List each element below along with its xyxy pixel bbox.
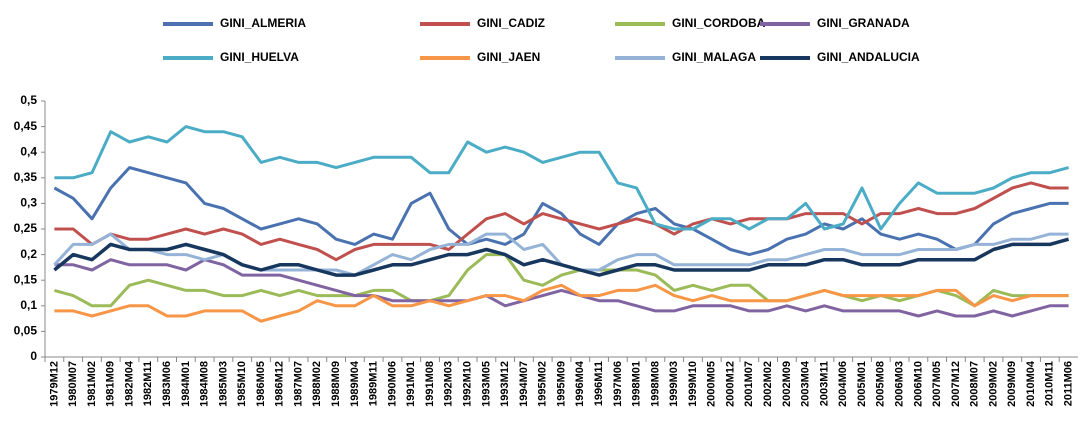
x-tick-label: 1994M07 (518, 361, 530, 407)
legend-label: GINI_ALMERIA (220, 16, 306, 30)
series-line (54, 125, 1069, 231)
x-tick-label: 2009M02 (987, 361, 999, 407)
x-tick-label: 1979M12 (48, 361, 60, 407)
x-tick-label: 1993M12 (499, 361, 511, 407)
x-tick-label: 2007M05 (931, 361, 943, 407)
x-tick-label: 2005M01 (856, 361, 868, 407)
legend-label: GINI_GRANADA (817, 16, 910, 30)
x-tick-label: 2003M04 (800, 360, 812, 407)
legend-label: GINI_ANDALUCIA (817, 50, 920, 64)
x-tick-label: 2006M03 (893, 361, 905, 407)
x-tick-label: 2008M07 (969, 361, 981, 407)
x-tick-label: 1995M02 (537, 361, 549, 407)
x-tick-label: 1989M04 (349, 360, 361, 407)
series-line (54, 181, 1069, 262)
x-tick-label: 2009M09 (1006, 361, 1018, 407)
x-tick-label: 1988M02 (311, 361, 323, 407)
x-tick-label: 2002M09 (781, 361, 793, 407)
x-tick-label: 2000M12 (724, 361, 736, 407)
x-tick-label: 1992M03 (443, 361, 455, 407)
y-tick-label: 0,05 (14, 324, 38, 338)
x-tick-label: 1995M09 (555, 361, 567, 407)
x-tick-label: 1991M08 (424, 361, 436, 407)
series-line (53, 232, 1069, 277)
series-line (53, 166, 1069, 257)
x-tick-label: 1986M12 (274, 361, 286, 407)
x-tick-label: 1996M04 (574, 360, 586, 407)
x-tick-label: 1997M06 (612, 361, 624, 407)
x-tick-label: 1988M09 (330, 361, 342, 407)
x-tick-label: 1982M04 (123, 360, 135, 407)
x-tick-label: 2004M06 (837, 361, 849, 407)
x-tick-label: 2002M02 (762, 361, 774, 407)
x-tick-label: 1991M01 (405, 361, 417, 407)
x-tick-label: 2000M05 (706, 361, 718, 407)
x-tick-label: 2001M07 (743, 361, 755, 407)
x-tick-label: 1999M03 (668, 361, 680, 407)
legend-label: GINI_HUELVA (220, 50, 299, 64)
x-tick-label: 2003M11 (818, 361, 830, 406)
y-tick-label: 0,3 (20, 196, 37, 210)
x-tick-label: 1989M11 (368, 361, 380, 406)
x-tick-label: 1993M05 (480, 361, 492, 407)
x-tick-label: 2010M04 (1025, 360, 1037, 407)
x-tick-label: 2005M08 (875, 361, 887, 407)
y-tick-label: 0,35 (14, 170, 38, 184)
y-tick-label: 0,2 (20, 247, 37, 261)
y-tick-label: 0,45 (14, 119, 38, 133)
x-tick-label: 1998M01 (631, 361, 643, 407)
x-tick-label: 1992M10 (461, 361, 473, 407)
series-line (54, 283, 1069, 323)
x-tick-label: 1984M01 (180, 361, 192, 407)
legend-label: GINI_MALAGA (672, 50, 756, 64)
y-tick-label: 0 (30, 349, 37, 363)
x-tick-label: 1981M09 (105, 361, 117, 407)
x-tick-label: 1985M10 (236, 361, 248, 407)
x-tick-label: 1998M08 (649, 361, 661, 407)
series-line (54, 253, 1069, 308)
x-tick-label: 1983M06 (161, 361, 173, 407)
x-tick-label: 1980M07 (67, 361, 79, 407)
y-tick-label: 0,1 (20, 298, 37, 312)
legend-label: GINI_CADIZ (477, 16, 545, 30)
x-tick-label: 1984M08 (199, 361, 211, 407)
legend-label: GINI_JAEN (477, 50, 540, 64)
x-tick-label: 1981M02 (86, 361, 98, 407)
series-line (53, 237, 1070, 277)
x-tick-label: 1996M11 (593, 361, 605, 406)
y-tick-label: 0,5 (20, 93, 37, 107)
x-tick-label: 2006M10 (912, 361, 924, 407)
x-tick-label: 1986M05 (255, 361, 267, 407)
y-tick-label: 0,4 (20, 144, 37, 158)
x-tick-label: 2010M11 (1044, 361, 1056, 406)
x-tick-label: 1985M03 (217, 361, 229, 407)
y-tick-label: 0,15 (14, 272, 38, 286)
x-tick-label: 1999M10 (687, 361, 699, 407)
x-tick-label: 1990M06 (386, 361, 398, 407)
series-line (54, 258, 1069, 318)
x-tick-label: 2007M12 (950, 361, 962, 407)
x-tick-label: 1982M11 (142, 361, 154, 406)
legend-label: GINI_CORDOBA (672, 16, 766, 30)
x-tick-label: 2011M06 (1063, 361, 1075, 406)
y-tick-label: 0,25 (14, 221, 38, 235)
x-tick-label: 1987M07 (292, 361, 304, 407)
